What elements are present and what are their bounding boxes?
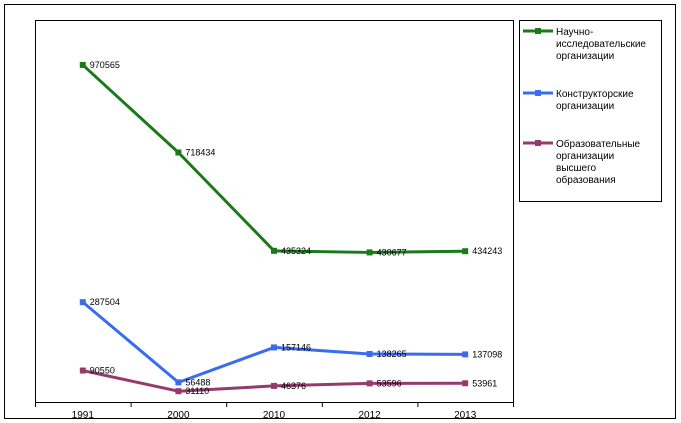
data-label: 137098 bbox=[472, 349, 502, 359]
x-tick-label: 2012 bbox=[358, 410, 381, 421]
data-point bbox=[79, 367, 86, 374]
data-label: 970565 bbox=[90, 60, 120, 70]
data-point bbox=[79, 299, 86, 306]
data-point bbox=[271, 344, 277, 351]
series-3: 90550 31110 46376 53596 53961 bbox=[79, 366, 497, 396]
legend-label: высшего bbox=[556, 163, 597, 174]
data-point bbox=[271, 382, 277, 389]
x-tick-label: 2013 bbox=[454, 410, 477, 421]
legend-label: образования bbox=[556, 174, 616, 186]
data-label: 430677 bbox=[377, 247, 407, 257]
data-label: 46376 bbox=[281, 381, 306, 391]
data-point bbox=[366, 249, 373, 256]
data-point bbox=[175, 379, 182, 386]
data-point bbox=[175, 149, 182, 156]
data-label: 287504 bbox=[90, 297, 120, 307]
x-tick-label: 1991 bbox=[72, 410, 95, 421]
data-point bbox=[271, 247, 277, 254]
data-point bbox=[462, 351, 469, 358]
data-label: 31110 bbox=[185, 386, 209, 396]
x-tick-label: 2000 bbox=[167, 410, 190, 421]
legend-entry-3: Образовательныеорганизациивысшегообразов… bbox=[523, 138, 641, 186]
data-label: 157146 bbox=[281, 342, 311, 352]
x-axis: 1991 2000 2010 2012 2013 bbox=[35, 402, 514, 421]
legend-box bbox=[519, 20, 662, 202]
data-point bbox=[366, 380, 373, 387]
data-point bbox=[366, 350, 373, 357]
plot-area bbox=[35, 20, 514, 403]
legend: Научно-исследовательскиеорганизацииКонст… bbox=[519, 20, 662, 202]
data-label: 434243 bbox=[472, 246, 502, 256]
legend-marker bbox=[535, 90, 541, 96]
legend-label: исследовательские bbox=[556, 39, 646, 50]
data-point bbox=[462, 380, 469, 387]
legend-marker bbox=[535, 28, 541, 34]
legend-label: организации bbox=[556, 151, 614, 162]
data-point bbox=[462, 248, 469, 255]
data-label: 90550 bbox=[90, 366, 115, 376]
data-point bbox=[79, 61, 86, 68]
data-label: 53961 bbox=[472, 378, 497, 388]
data-label: 138265 bbox=[377, 349, 407, 359]
legend-label: организации bbox=[556, 51, 614, 62]
series-layer: 970565 718434 435324 430677 434243 287504 5648… bbox=[79, 60, 502, 396]
legend-label: организации bbox=[556, 101, 614, 112]
x-tick-label: 2010 bbox=[263, 410, 286, 421]
series-1: 970565 718434 435324 430677 434243 bbox=[79, 60, 502, 257]
legend-label: Научно- bbox=[556, 27, 593, 38]
data-label: 56488 bbox=[185, 377, 210, 387]
data-label: 718434 bbox=[185, 148, 215, 158]
data-label: 53596 bbox=[377, 378, 402, 388]
legend-marker bbox=[535, 140, 541, 146]
legend-label: Конструкторские bbox=[556, 89, 634, 100]
data-point bbox=[175, 388, 182, 395]
series-2: 287504 56488 157146 138265 137098 bbox=[79, 297, 502, 387]
legend-label: Образовательные bbox=[556, 138, 641, 150]
data-label: 435324 bbox=[281, 246, 311, 256]
